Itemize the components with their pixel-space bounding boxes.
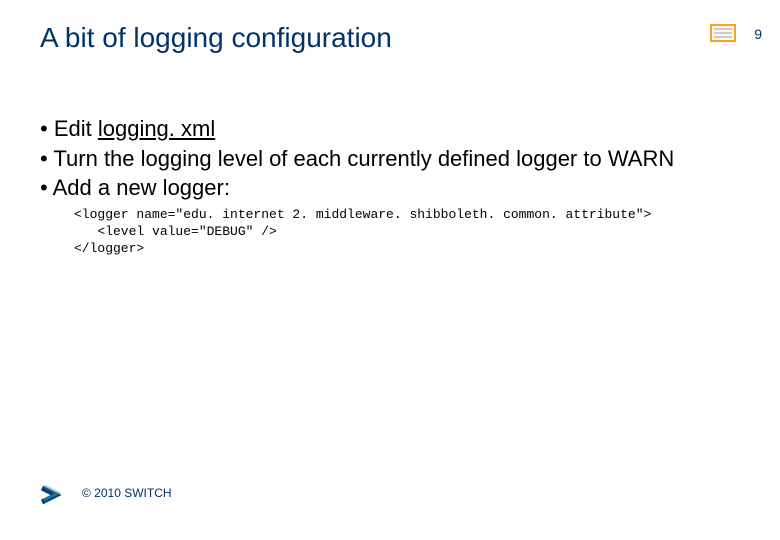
- code-snippet: <logger name="edu. internet 2. middlewar…: [74, 207, 740, 258]
- switch-logo-icon: [40, 478, 70, 508]
- bullet-text: • Edit: [40, 116, 98, 141]
- copyright-text: © 2010 SWITCH: [82, 486, 172, 500]
- slide-title: A bit of logging configuration: [40, 22, 740, 54]
- page-number: 9: [754, 26, 762, 42]
- bullet-item: • Turn the logging level of each current…: [40, 144, 740, 174]
- corner-icon: [710, 24, 736, 42]
- bullet-item: • Add a new logger:: [40, 173, 740, 203]
- bullet-link-text: logging. xml: [98, 116, 215, 141]
- footer: © 2010 SWITCH: [40, 478, 172, 508]
- bullet-list: • Edit logging. xml • Turn the logging l…: [40, 114, 740, 203]
- bullet-item: • Edit logging. xml: [40, 114, 740, 144]
- slide: 9 A bit of logging configuration • Edit …: [0, 0, 780, 540]
